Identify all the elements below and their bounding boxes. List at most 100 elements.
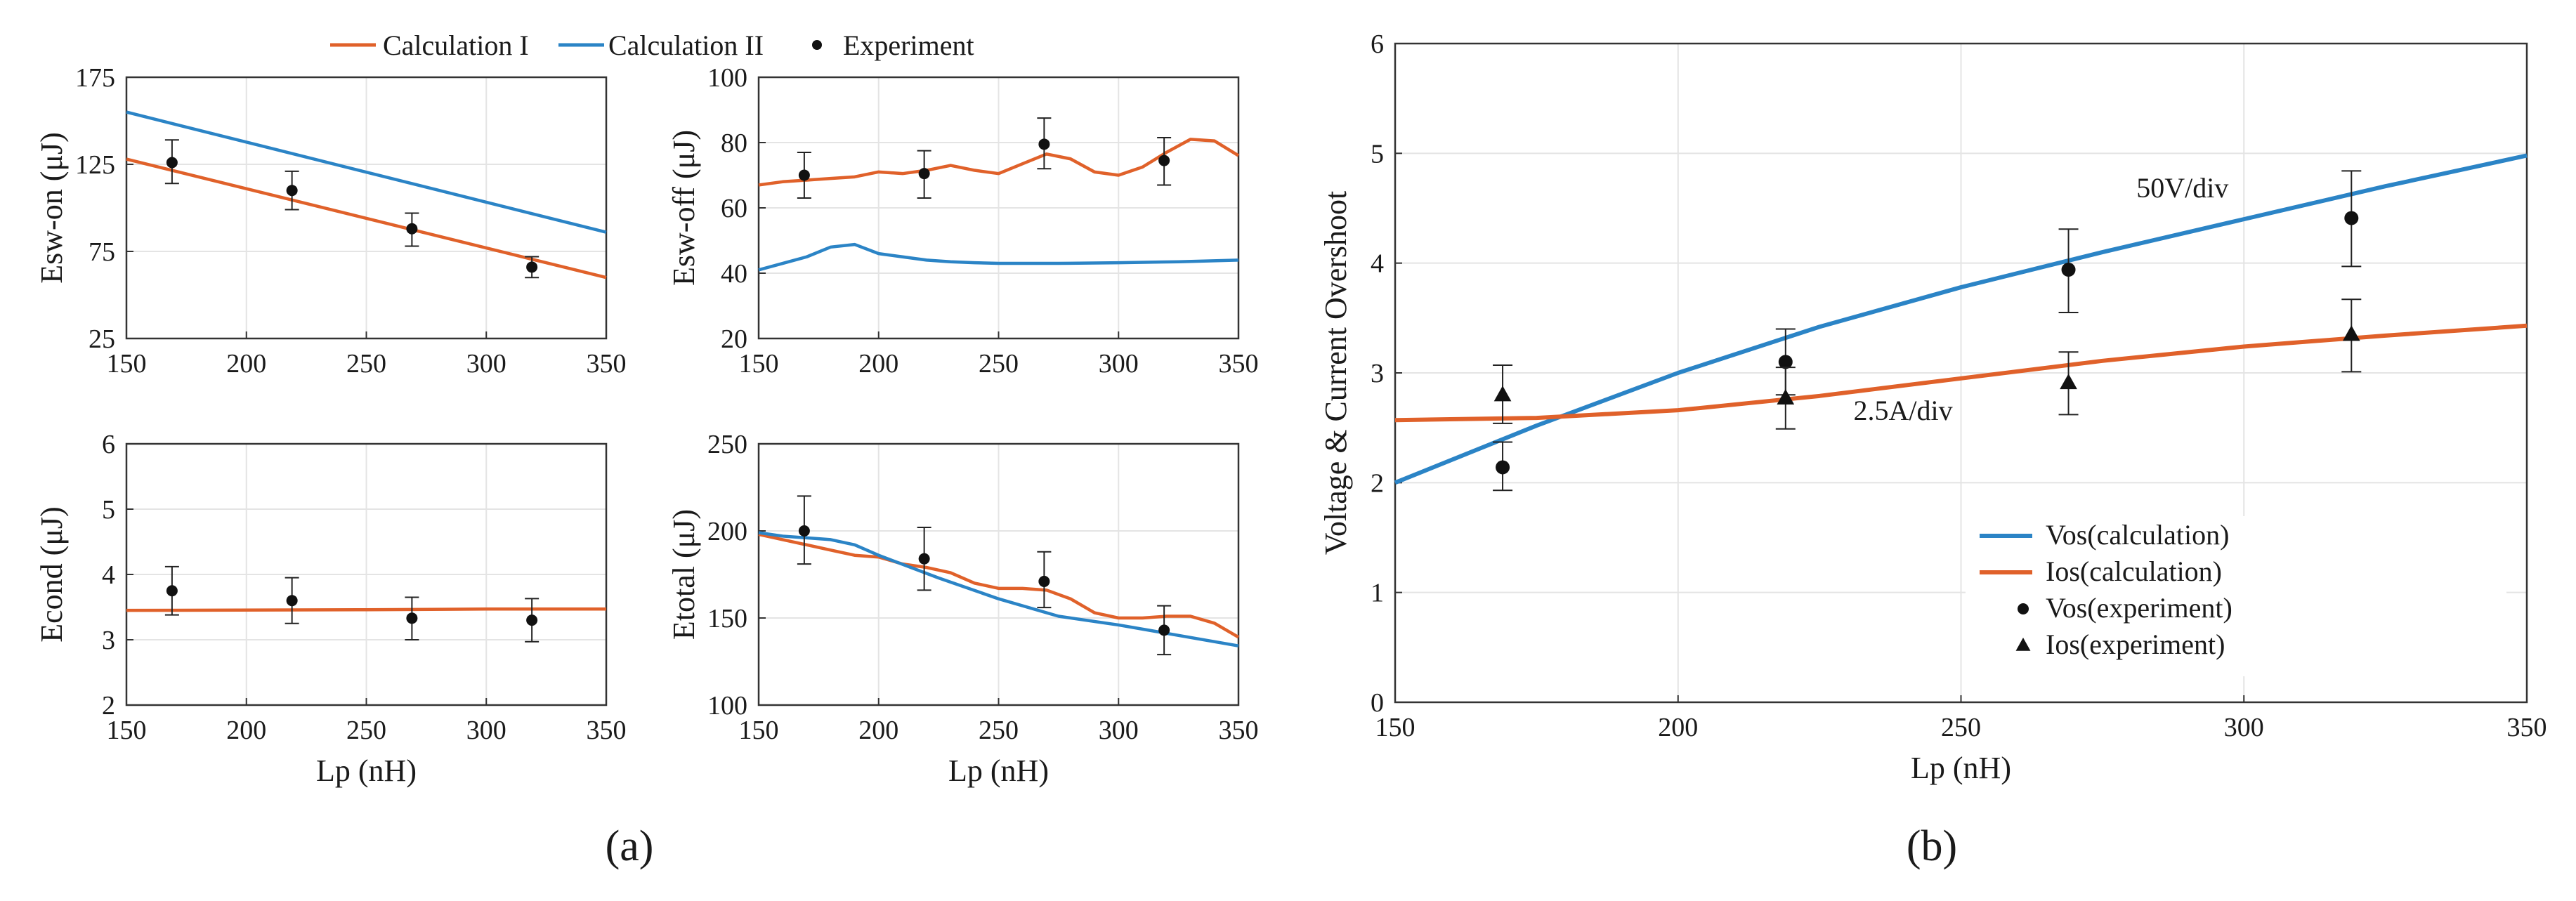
x-tick-label: 300 [2224, 713, 2264, 742]
x-tick-label: 200 [858, 349, 898, 379]
y-tick-label: 2 [1371, 468, 1384, 498]
legend-b-label: Ios(calculation) [2046, 555, 2222, 587]
x-tick-label: 150 [107, 716, 147, 745]
data-point [918, 553, 930, 565]
panel-b-label: (b) [1907, 822, 1957, 870]
x-axis-label: Lp (nH) [1911, 751, 2011, 785]
data-point [406, 612, 418, 624]
legend-b-swatch-triangle [2015, 638, 2031, 651]
series-line-calculation-i [758, 138, 1240, 187]
y-tick-label: 100 [707, 63, 747, 93]
y-tick-label: 75 [89, 237, 115, 267]
series-line-calculation-ii [758, 242, 1239, 272]
series-line-ios-calculation- [1394, 323, 2528, 423]
x-tick-label: 150 [107, 349, 147, 379]
y-tick-label: 175 [75, 63, 115, 93]
chart-esw-off: 150 200 250 300 350 20 40 60 80 100 Esw-off (μJ) [667, 63, 1259, 379]
y-tick-label: 1 [1371, 579, 1384, 608]
x-tick-label: 250 [979, 716, 1019, 745]
y-tick-label: 5 [1371, 139, 1384, 169]
x-tick-label: 300 [466, 716, 506, 745]
y-tick-label: 80 [721, 129, 747, 158]
x-tick-label: 300 [1099, 349, 1139, 379]
x-tick-label: 350 [2507, 713, 2547, 742]
y-tick-label: 3 [1371, 359, 1384, 388]
data-point [1158, 624, 1170, 636]
x-tick-label: 150 [739, 716, 779, 745]
y-axis-label: Voltage & Current Overshoot [1319, 191, 1353, 555]
legend-b-box [1966, 516, 2506, 676]
x-tick-label: 200 [858, 716, 898, 745]
data-point [1038, 138, 1050, 150]
data-point [798, 169, 810, 181]
y-tick-label: 250 [707, 430, 747, 459]
series-line-calculation-i [758, 532, 1240, 639]
chart-overshoot: 150 200 250 300 350 0 1 2 3 4 5 6 Lp (nH) Voltage & C… [1319, 29, 2547, 785]
y-tick-label: 150 [707, 604, 747, 633]
data-point [2344, 211, 2359, 225]
data-point-triangle [2342, 325, 2360, 341]
y-tick-label: 3 [102, 626, 115, 655]
series-line-calculation-i [126, 607, 606, 612]
panel-a-label: (a) [606, 822, 654, 870]
x-tick-label: 350 [587, 349, 627, 379]
legend-b-label: Vos(calculation) [2046, 519, 2229, 551]
x-tick-label: 200 [1658, 713, 1698, 742]
y-tick-label: 100 [707, 691, 747, 721]
y-axis-label: Esw-off (μJ) [667, 130, 701, 286]
legend-b-label: Ios(experiment) [2046, 629, 2225, 660]
y-tick-label: 4 [1371, 249, 1384, 279]
data-point [166, 157, 178, 169]
y-tick-label: 6 [102, 430, 115, 459]
x-axis-label: Lp (nH) [948, 754, 1049, 788]
x-tick-label: 300 [466, 349, 506, 379]
series-line-vos-calculation- [1394, 153, 2528, 485]
x-tick-label: 200 [226, 349, 266, 379]
x-tick-label: 250 [346, 716, 386, 745]
annotation: 2.5A/div [1853, 395, 1952, 426]
legend-a-label-calc1: Calculation I [383, 29, 529, 61]
x-tick-label: 350 [1219, 716, 1259, 745]
x-tick-label: 250 [1941, 713, 1981, 742]
series-line-calculation-ii [126, 110, 607, 234]
series-line-calculation-i [126, 157, 607, 279]
y-tick-label: 0 [1371, 688, 1384, 718]
y-tick-label: 125 [75, 150, 115, 180]
data-point [286, 595, 298, 607]
legend-a-label-experiment: Experiment [843, 29, 974, 61]
x-tick-label: 250 [979, 349, 1019, 379]
data-point [526, 614, 538, 626]
annotation: 50V/div [2136, 172, 2228, 204]
y-tick-label: 25 [89, 324, 115, 354]
data-point [2061, 263, 2076, 277]
y-axis-label: Econd (μJ) [34, 506, 69, 642]
x-axis-label: Lp (nH) [316, 754, 417, 788]
data-point [1158, 154, 1170, 166]
legend-b-swatch-dot [2018, 603, 2029, 614]
y-tick-label: 5 [102, 495, 115, 525]
y-tick-label: 4 [102, 560, 115, 590]
data-point [1038, 575, 1050, 587]
chart-econd: 150 200 250 300 350 2 3 4 5 6 Lp (nH) Econd (μJ) [34, 430, 627, 788]
y-tick-label: 6 [1371, 29, 1384, 59]
y-tick-label: 40 [721, 259, 747, 289]
x-tick-label: 150 [1375, 713, 1416, 742]
y-tick-label: 200 [707, 517, 747, 546]
y-tick-label: 60 [721, 194, 747, 223]
x-tick-label: 300 [1099, 716, 1139, 745]
chart-esw-on: 150 200 250 300 350 25 75 125 175 Esw-on (μJ) [34, 63, 627, 379]
x-tick-label: 150 [739, 349, 779, 379]
x-tick-label: 250 [346, 349, 386, 379]
data-point-triangle [1777, 388, 1795, 405]
data-point [406, 223, 418, 235]
y-axis-label: Esw-on (μJ) [34, 132, 69, 283]
data-point [166, 585, 178, 597]
data-point-triangle [1493, 386, 1512, 402]
legend-a: Calculation I Calculation II Experiment [330, 29, 974, 61]
legend-b-label: Vos(experiment) [2046, 592, 2232, 624]
x-tick-label: 350 [1219, 349, 1259, 379]
legend-a-swatch-experiment [812, 40, 822, 50]
data-point [286, 185, 298, 197]
x-tick-label: 350 [587, 716, 627, 745]
